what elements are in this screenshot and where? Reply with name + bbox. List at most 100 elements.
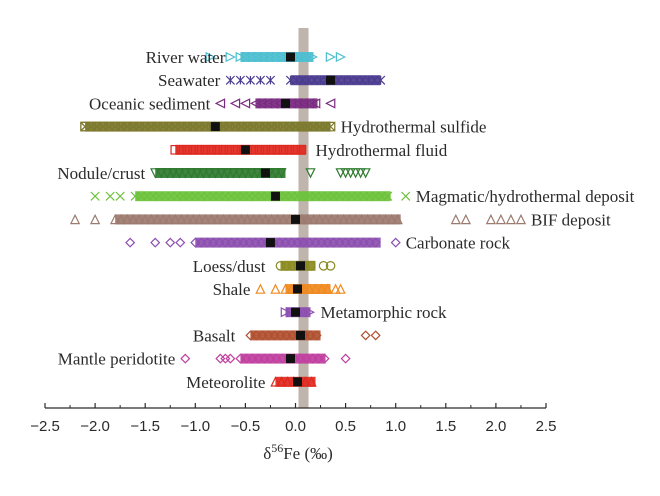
data-point (180, 168, 191, 179)
mean-marker (210, 122, 220, 132)
data-point (165, 237, 176, 248)
data-point (282, 376, 293, 387)
row-carbonate-rock: Carbonate rock (125, 234, 511, 253)
data-point (224, 145, 235, 155)
data-point (278, 213, 289, 225)
category-label: Nodule/crust (57, 164, 145, 183)
data-point (295, 51, 307, 63)
data-point (247, 51, 258, 63)
data-point (290, 145, 301, 155)
data-point (485, 213, 497, 225)
data-point (216, 168, 227, 179)
data-point (225, 51, 236, 63)
data-point (271, 51, 283, 63)
mean-marker (326, 75, 336, 85)
data-point (495, 213, 507, 225)
data-point (192, 168, 203, 179)
category-label: Shale (213, 280, 251, 299)
x-tick-label: 2.0 (485, 418, 506, 435)
data-point (254, 145, 265, 155)
category-label: Seawater (158, 71, 221, 90)
data-point (252, 168, 263, 179)
data-point (275, 260, 286, 271)
mean-marker (270, 191, 280, 201)
data-point (210, 168, 221, 179)
data-point (246, 168, 257, 179)
data-point (90, 191, 100, 201)
data-point (236, 213, 247, 225)
data-point (265, 75, 276, 85)
range-bar (240, 52, 314, 62)
category-label: Oceanic sediment (89, 94, 211, 113)
data-point (325, 51, 337, 63)
x-tick-label: −2.5 (30, 418, 60, 435)
data-point (360, 330, 371, 341)
data-point (318, 260, 329, 271)
data-point (322, 283, 333, 294)
category-label: Mantle peridotite (58, 350, 176, 369)
data-point (300, 376, 311, 387)
data-point (305, 260, 316, 271)
range-bar (155, 168, 286, 178)
mean-marker (285, 354, 295, 364)
data-point (285, 98, 297, 109)
x-axis: −2.5 −2.0 −1.5 −1.0 −0.5 0.0 0.5 1.0 1.5 2.0 2.5 (30, 403, 556, 435)
data-point (175, 237, 186, 248)
data-point (276, 376, 287, 387)
data-point (176, 145, 187, 155)
data-point (272, 145, 283, 155)
category-label: Meteorolite (186, 373, 265, 392)
data-point (291, 98, 303, 109)
mean-marker (293, 284, 303, 294)
data-point (180, 353, 191, 364)
data-point (194, 213, 205, 225)
data-point (326, 213, 337, 225)
data-point (205, 51, 216, 63)
data-point (224, 213, 235, 225)
data-point (276, 168, 287, 179)
x-tick-label: −2.0 (80, 418, 110, 435)
data-point (174, 168, 185, 179)
row-nodule-crust: Nodule/crust (57, 164, 371, 183)
category-label: Loess/dust (193, 257, 266, 276)
data-point (228, 168, 239, 179)
data-point (255, 98, 267, 109)
data-point (230, 213, 241, 225)
mean-marker (265, 238, 275, 248)
data-point (239, 98, 251, 109)
data-point (255, 283, 266, 294)
data-point (241, 51, 252, 63)
x-axis-title: δ56Fe (‰) (263, 441, 333, 463)
data-point (362, 213, 373, 225)
data-point (386, 213, 397, 225)
data-point (380, 213, 391, 225)
mean-marker (293, 377, 303, 387)
data-point (134, 213, 145, 225)
row-meteorolite: Meteorolite (186, 373, 317, 392)
data-point (261, 98, 273, 109)
data-point (225, 75, 235, 85)
data-point (265, 51, 276, 63)
data-point (297, 98, 309, 109)
data-point (350, 213, 361, 225)
data-point (235, 75, 246, 85)
data-point (204, 168, 215, 179)
data-point (316, 283, 327, 294)
data-point (335, 168, 346, 179)
data-point (253, 51, 264, 63)
data-point (325, 121, 336, 132)
data-point (330, 283, 341, 294)
row-magmatic-hydrothermal-deposit: Magmatic/hydrothermal deposit (90, 187, 635, 206)
row-hydrothermal-sulfide: Hydrothermal sulfide (80, 118, 486, 137)
data-point (80, 121, 90, 132)
x-tick-label: −1.5 (130, 418, 160, 435)
row-metamorphic-rock: Metamorphic rock (280, 303, 447, 322)
data-point (304, 283, 315, 294)
data-point (200, 145, 211, 155)
data-point (325, 98, 336, 109)
mean-marker (296, 330, 306, 340)
data-point (188, 213, 199, 225)
data-point (515, 213, 527, 225)
data-point (460, 213, 472, 225)
